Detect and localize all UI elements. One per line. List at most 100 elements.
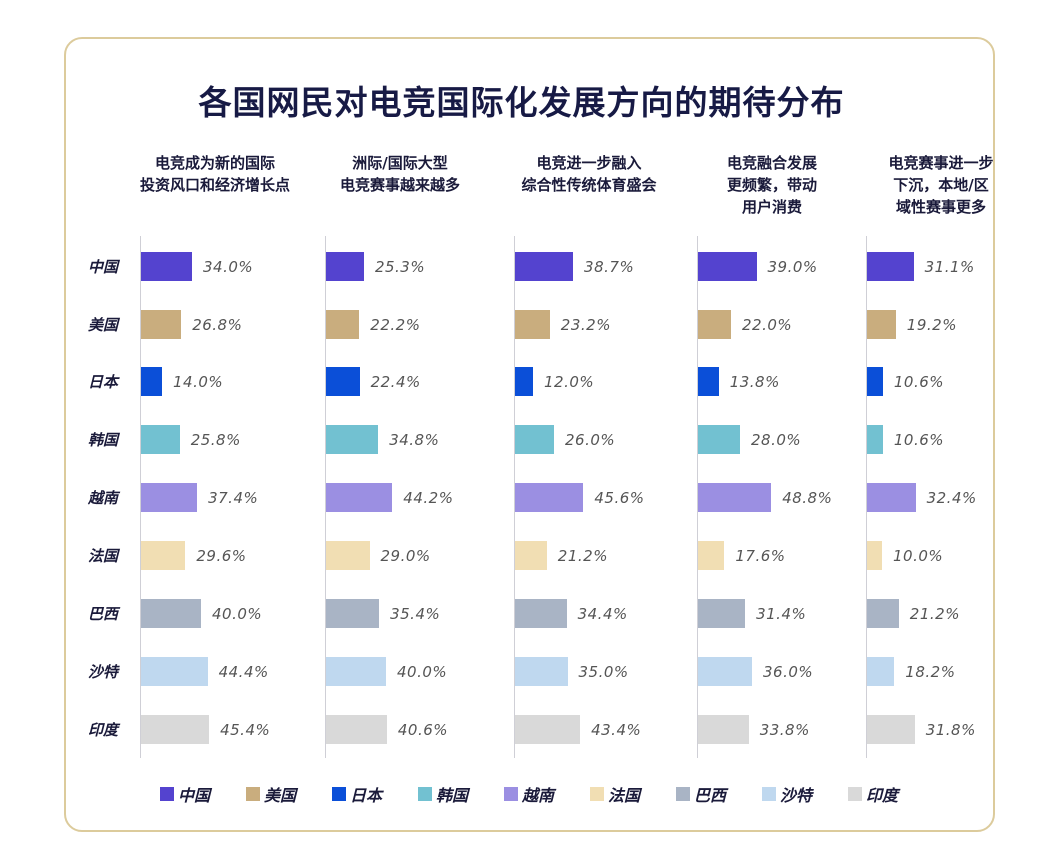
bar: [326, 541, 370, 570]
bar: [141, 425, 180, 454]
data-label: 44.2%: [403, 489, 454, 507]
legend-item: 越南: [504, 782, 590, 806]
legend-item: 韩国: [418, 782, 504, 806]
bar: [141, 541, 186, 570]
bar: [515, 252, 574, 281]
data-label: 34.8%: [389, 431, 440, 449]
data-label: 22.4%: [370, 373, 421, 391]
data-label: 26.0%: [565, 431, 616, 449]
category-label: 韩国: [88, 431, 119, 449]
bar: [698, 541, 725, 570]
bar: [141, 310, 182, 339]
legend-item: 日本: [332, 782, 418, 806]
data-label: 10.6%: [893, 431, 945, 449]
data-label: 31.8%: [925, 721, 976, 739]
bar: [141, 599, 201, 628]
bar: [515, 367, 533, 396]
data-label: 34.4%: [577, 605, 628, 623]
bar: [515, 425, 554, 454]
data-label: 36.0%: [763, 663, 814, 681]
data-label: 31.4%: [756, 605, 807, 623]
bar: [867, 715, 915, 744]
category-label: 美国: [88, 316, 119, 334]
data-label: 14.0%: [173, 373, 224, 391]
category-label: 巴西: [88, 605, 119, 623]
data-label: 35.0%: [578, 663, 629, 681]
bar: [326, 367, 360, 396]
data-label: 18.2%: [905, 663, 956, 681]
data-label: 12.0%: [544, 373, 595, 391]
bar: [867, 252, 914, 281]
bar: [515, 599, 567, 628]
bar: [698, 367, 719, 396]
data-label: 40.6%: [397, 721, 449, 739]
bar: [867, 367, 883, 396]
data-label: 37.4%: [208, 489, 259, 507]
bar: [698, 657, 752, 686]
panel-title: 电竞成为新的国际 投资风口和经济增长点: [139, 154, 290, 194]
data-label: 13.8%: [729, 373, 780, 391]
data-label: 48.8%: [782, 489, 833, 507]
bar: [867, 310, 896, 339]
data-label: 40.0%: [397, 663, 448, 681]
legend-item: 印度: [848, 782, 934, 806]
legend-item: 沙特: [762, 782, 848, 806]
legend: 中国 美国 日本 韩国 越南 法国 巴西 沙特 印度: [160, 782, 934, 806]
data-label: 28.0%: [751, 431, 802, 449]
data-label: 21.2%: [557, 547, 608, 565]
legend-item: 中国: [160, 782, 246, 806]
legend-swatch: [160, 787, 174, 801]
category-label: 中国: [88, 258, 119, 276]
panel-axis: [325, 236, 326, 758]
legend-label: 美国: [264, 786, 297, 805]
bar: [867, 483, 916, 512]
legend-label: 日本: [350, 786, 383, 805]
data-label: 43.4%: [591, 721, 642, 739]
data-label: 32.4%: [926, 489, 977, 507]
bar: [867, 425, 883, 454]
legend-swatch: [504, 787, 518, 801]
panel-axis: [140, 236, 141, 758]
bar: [326, 715, 387, 744]
bar: [515, 310, 550, 339]
panel-title: 洲际/国际大型 电竞赛事越来越多: [339, 154, 460, 194]
data-label: 29.6%: [196, 547, 247, 565]
chart-title: 各国网民对电竞国际化发展方向的期待分布: [198, 83, 845, 122]
data-label: 10.0%: [893, 547, 944, 565]
bar: [515, 715, 581, 744]
data-label: 21.2%: [909, 605, 960, 623]
bar: [141, 252, 192, 281]
category-label: 沙特: [88, 663, 119, 681]
panel-axis: [697, 236, 698, 758]
legend-swatch: [246, 787, 260, 801]
legend-label: 沙特: [780, 786, 813, 805]
data-label: 45.6%: [594, 489, 645, 507]
bar: [698, 599, 746, 628]
panel-axis: [866, 236, 867, 758]
legend-swatch: [676, 787, 690, 801]
category-label: 法国: [88, 547, 119, 565]
data-label: 29.0%: [380, 547, 431, 565]
data-label: 35.4%: [390, 605, 441, 623]
data-label: 22.0%: [742, 316, 793, 334]
panel-axis: [514, 236, 515, 758]
bar: [515, 483, 584, 512]
legend-swatch: [848, 787, 862, 801]
data-label: 44.4%: [218, 663, 269, 681]
category-label: 日本: [88, 373, 119, 391]
legend-label: 越南: [522, 786, 555, 805]
bar: [515, 541, 547, 570]
legend-item: 巴西: [676, 782, 762, 806]
data-label: 19.2%: [906, 316, 957, 334]
data-label: 17.6%: [735, 547, 786, 565]
data-label: 34.0%: [203, 258, 254, 276]
legend-label: 巴西: [694, 786, 727, 805]
data-label: 22.2%: [370, 316, 421, 334]
bar: [698, 715, 749, 744]
data-label: 40.0%: [212, 605, 263, 623]
data-label: 33.8%: [759, 721, 810, 739]
bar: [326, 252, 364, 281]
bar: [326, 599, 380, 628]
legend-label: 印度: [866, 786, 899, 805]
bar: [326, 310, 360, 339]
